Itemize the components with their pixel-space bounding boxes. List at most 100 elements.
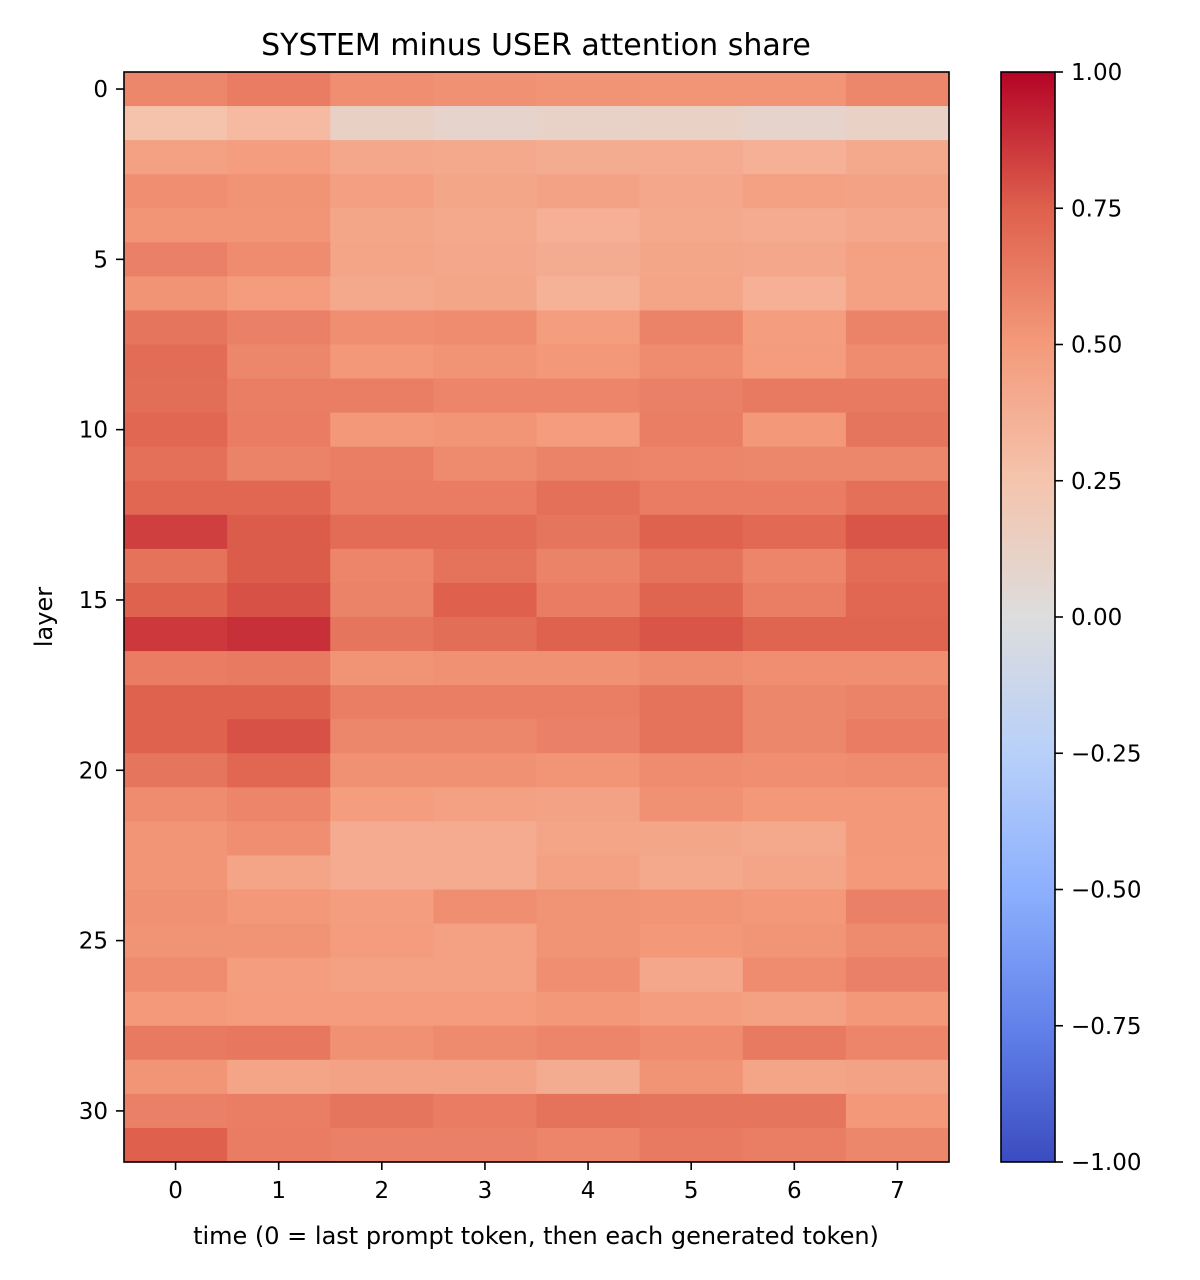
heatmap-cell-r5-c5	[639, 242, 744, 277]
heatmap-cell-r25-c0	[124, 923, 228, 959]
heatmap-cell-r16-c1	[227, 617, 331, 652]
heatmap-cell-r4-c6	[742, 208, 847, 243]
heatmap-cell-r26-c4	[536, 957, 641, 993]
heatmap-cell-r22-c7	[845, 821, 950, 857]
heatmap-cell-r12-c5	[639, 480, 744, 516]
heatmap-cell-r15-c2	[330, 582, 434, 618]
heatmap-cell-r25-c3	[433, 923, 538, 959]
heatmap-cell-r6-c5	[639, 276, 744, 312]
y-tick-label-20: 20	[79, 758, 108, 784]
x-tick-label-6: 6	[787, 1178, 802, 1204]
x-tick-label-5: 5	[684, 1178, 699, 1204]
heatmap-cell-r20-c0	[124, 753, 228, 788]
heatmap-cell-r7-c6	[742, 310, 847, 346]
heatmap-cell-r6-c0	[124, 276, 228, 312]
heatmap-cell-r19-c3	[433, 719, 538, 754]
heatmap-cell-r4-c1	[227, 208, 331, 243]
heatmap-cell-r28-c4	[536, 1025, 641, 1061]
heatmap-cell-r17-c1	[227, 651, 331, 686]
heatmap-cell-r3-c7	[845, 174, 950, 209]
heatmap-cell-r8-c0	[124, 344, 228, 380]
heatmap-cell-r21-c2	[330, 787, 434, 822]
heatmap-cells	[124, 72, 950, 1163]
heatmap-cell-r22-c1	[227, 821, 331, 857]
heatmap-cell-r13-c3	[433, 514, 538, 550]
heatmap-cell-r9-c4	[536, 378, 641, 414]
heatmap-cell-r24-c5	[639, 889, 744, 925]
heatmap-cell-r1-c0	[124, 106, 228, 141]
heatmap-cell-r18-c4	[536, 685, 641, 720]
x-axis: 0 1 2 3 4 5 6 7	[168, 1162, 905, 1204]
heatmap-cell-r27-c5	[639, 991, 744, 1027]
heatmap-cell-r26-c7	[845, 957, 950, 993]
heatmap-cell-r26-c1	[227, 957, 331, 993]
heatmap-cell-r27-c6	[742, 991, 847, 1027]
heatmap-cell-r5-c7	[845, 242, 950, 277]
x-tick-label-2: 2	[374, 1178, 389, 1204]
heatmap-cell-r29-c1	[227, 1059, 331, 1095]
heatmap-cell-r30-c3	[433, 1093, 538, 1129]
heatmap-cell-r11-c2	[330, 446, 434, 482]
heatmap-cell-r21-c6	[742, 787, 847, 822]
heatmap-cell-r20-c3	[433, 753, 538, 788]
heatmap-cell-r23-c5	[639, 855, 744, 891]
heatmap-cell-r18-c3	[433, 685, 538, 720]
heatmap-cell-r23-c6	[742, 855, 847, 891]
heatmap-cell-r28-c0	[124, 1025, 228, 1061]
heatmap-cell-r15-c6	[742, 582, 847, 618]
heatmap-cell-r24-c1	[227, 889, 331, 925]
heatmap-cell-r25-c2	[330, 923, 434, 959]
heatmap-cell-r9-c3	[433, 378, 538, 414]
heatmap-cell-r23-c2	[330, 855, 434, 891]
heatmap-cell-r7-c2	[330, 310, 434, 346]
heatmap-cell-r2-c2	[330, 140, 434, 175]
heatmap-cell-r6-c4	[536, 276, 641, 312]
heatmap-cell-r18-c7	[845, 685, 950, 720]
heatmap-cell-r11-c7	[845, 446, 950, 482]
heatmap-cell-r14-c1	[227, 548, 331, 584]
heatmap-cell-r1-c1	[227, 106, 331, 141]
y-axis-label: layer	[30, 587, 58, 647]
heatmap-cell-r25-c5	[639, 923, 744, 959]
heatmap-cell-r1-c7	[845, 106, 950, 141]
heatmap-cell-r30-c7	[845, 1093, 950, 1129]
heatmap-cell-r2-c3	[433, 140, 538, 175]
heatmap-cell-r10-c0	[124, 412, 228, 448]
heatmap-cell-r30-c4	[536, 1093, 641, 1129]
heatmap-cell-r17-c6	[742, 651, 847, 686]
heatmap-cell-r15-c1	[227, 582, 331, 618]
heatmap-cell-r16-c5	[639, 617, 744, 652]
x-tick-label-4: 4	[581, 1178, 596, 1204]
heatmap-cell-r16-c3	[433, 617, 538, 652]
heatmap-cell-r8-c7	[845, 344, 950, 380]
heatmap-cell-r29-c0	[124, 1059, 228, 1095]
heatmap-cell-r21-c4	[536, 787, 641, 822]
heatmap-cell-r9-c2	[330, 378, 434, 414]
heatmap-cell-r19-c2	[330, 719, 434, 754]
x-axis-label: time (0 = last prompt token, then each g…	[193, 1222, 879, 1250]
x-tick-label-0: 0	[168, 1178, 183, 1204]
heatmap-cell-r3-c1	[227, 174, 331, 209]
heatmap-cell-r4-c0	[124, 208, 228, 243]
heatmap-cell-r4-c7	[845, 208, 950, 243]
heatmap-cell-r14-c6	[742, 548, 847, 584]
heatmap-cell-r12-c4	[536, 480, 641, 516]
heatmap-cell-r0-c5	[639, 72, 744, 107]
heatmap-cell-r30-c6	[742, 1093, 847, 1129]
heatmap-cell-r29-c6	[742, 1059, 847, 1095]
heatmap-cell-r3-c0	[124, 174, 228, 209]
heatmap-cell-r11-c3	[433, 446, 538, 482]
heatmap-cell-r17-c3	[433, 651, 538, 686]
heatmap-cell-r23-c1	[227, 855, 331, 891]
heatmap-cell-r28-c6	[742, 1025, 847, 1061]
heatmap-cell-r15-c7	[845, 582, 950, 618]
colorbar-gradient	[1001, 72, 1055, 1162]
heatmap-cell-r20-c1	[227, 753, 331, 788]
heatmap-cell-r24-c6	[742, 889, 847, 925]
heatmap-cell-r28-c1	[227, 1025, 331, 1061]
heatmap-cell-r26-c2	[330, 957, 434, 993]
heatmap-cell-r20-c6	[742, 753, 847, 788]
heatmap-cell-r23-c7	[845, 855, 950, 891]
heatmap-cell-r19-c1	[227, 719, 331, 754]
